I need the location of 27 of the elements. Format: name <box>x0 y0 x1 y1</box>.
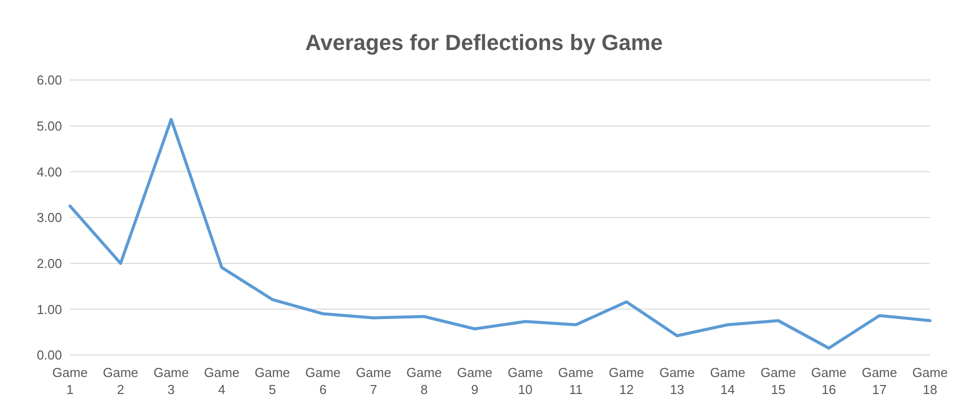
x-tick-label: Game 15 <box>760 365 796 397</box>
x-tick-label: Game 8 <box>406 365 442 397</box>
y-tick-label: 3.00 <box>36 210 62 226</box>
y-tick-label: 6.00 <box>36 72 62 88</box>
x-tick-label: Game 16 <box>811 365 847 397</box>
x-tick-label: Game 11 <box>558 365 594 397</box>
y-tick-label: 1.00 <box>36 302 62 317</box>
x-tick-label: Game 3 <box>153 365 189 397</box>
x-tick-label: Game 4 <box>204 365 240 397</box>
line-series <box>68 118 932 350</box>
x-tick-label: Game 10 <box>508 365 543 397</box>
x-tick-label: Game 7 <box>356 365 392 397</box>
x-tick-label: Game 12 <box>608 365 644 397</box>
x-tick-label: Game 2 <box>102 365 138 397</box>
x-tick-label: Game 17 <box>862 365 898 397</box>
x-tick-label: Game 6 <box>305 365 341 397</box>
y-tick-label: 4.00 <box>36 164 62 180</box>
x-tick-label: Game 9 <box>457 365 492 397</box>
y-tick-label: 2.00 <box>36 256 62 271</box>
y-tick-label: 5.00 <box>36 118 62 134</box>
chart-title: Averages for Deflections by Game <box>304 29 664 57</box>
x-tick-label: Game 1 <box>52 365 88 397</box>
x-tick-label: Game 18 <box>912 365 948 397</box>
x-tick-label: Game 5 <box>254 365 290 397</box>
x-tick-label: Game 14 <box>710 365 746 397</box>
x-tick-label: Game 13 <box>659 365 695 397</box>
y-tick-label: 0.00 <box>36 348 62 363</box>
